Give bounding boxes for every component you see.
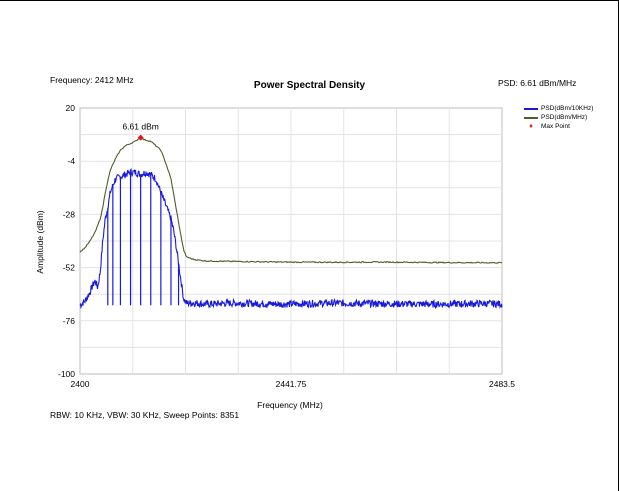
legend-item-psd-10khz: PSD(dBm/10KHz) (524, 104, 593, 113)
grid (79, 107, 503, 375)
series-lines (79, 137, 503, 310)
y-tick-label: -100 (58, 369, 75, 379)
chart-title: Power Spectral Density (253, 80, 366, 91)
y-tick-label: 20 (66, 103, 76, 113)
series-line-psd-10khz (79, 167, 503, 310)
legend-item-max-point: ♦ Max Point (524, 122, 593, 131)
max-point-marker (137, 134, 144, 141)
legend-label: Max Point (541, 123, 570, 130)
y-tick-label: -52 (63, 263, 76, 273)
x-tick-label: 2400 (71, 379, 90, 389)
max-point-label: 6.61 dBm (122, 122, 158, 132)
x-axis-label: Frequency (MHz) (257, 400, 323, 410)
psd-readout: PSD: 6.61 dBm/MHz (498, 78, 577, 88)
legend-item-psd-mhz: PSD(dBm/MHz) (524, 113, 593, 122)
legend-label: PSD(dBm/MHz) (541, 114, 588, 121)
legend-swatch-blue (524, 107, 538, 110)
x-tick-label: 2441.75 (276, 379, 307, 389)
y-tick-label: -4 (67, 156, 75, 166)
y-tick-label: -76 (63, 316, 76, 326)
top-border (0, 0, 619, 1)
y-tick-label: -28 (63, 209, 76, 219)
sweep-settings: RBW: 10 KHz, VBW: 30 KHz, Sweep Points: … (50, 410, 240, 420)
y-axis-label: Amplitude (dBm) (35, 210, 45, 273)
legend: PSD(dBm/10KHz) PSD(dBm/MHz) ♦ Max Point (524, 104, 593, 131)
max-point: 6.61 dBm (122, 122, 159, 141)
legend-swatch-green (524, 116, 538, 119)
x-tick-label: 2483.5 (489, 379, 515, 389)
max-point-icon: ♦ (529, 123, 533, 130)
legend-label: PSD(dBm/10KHz) (541, 105, 594, 112)
frequency-readout: Frequency: 2412 MHz (50, 75, 134, 85)
series-line-psd-mhz (79, 137, 503, 264)
